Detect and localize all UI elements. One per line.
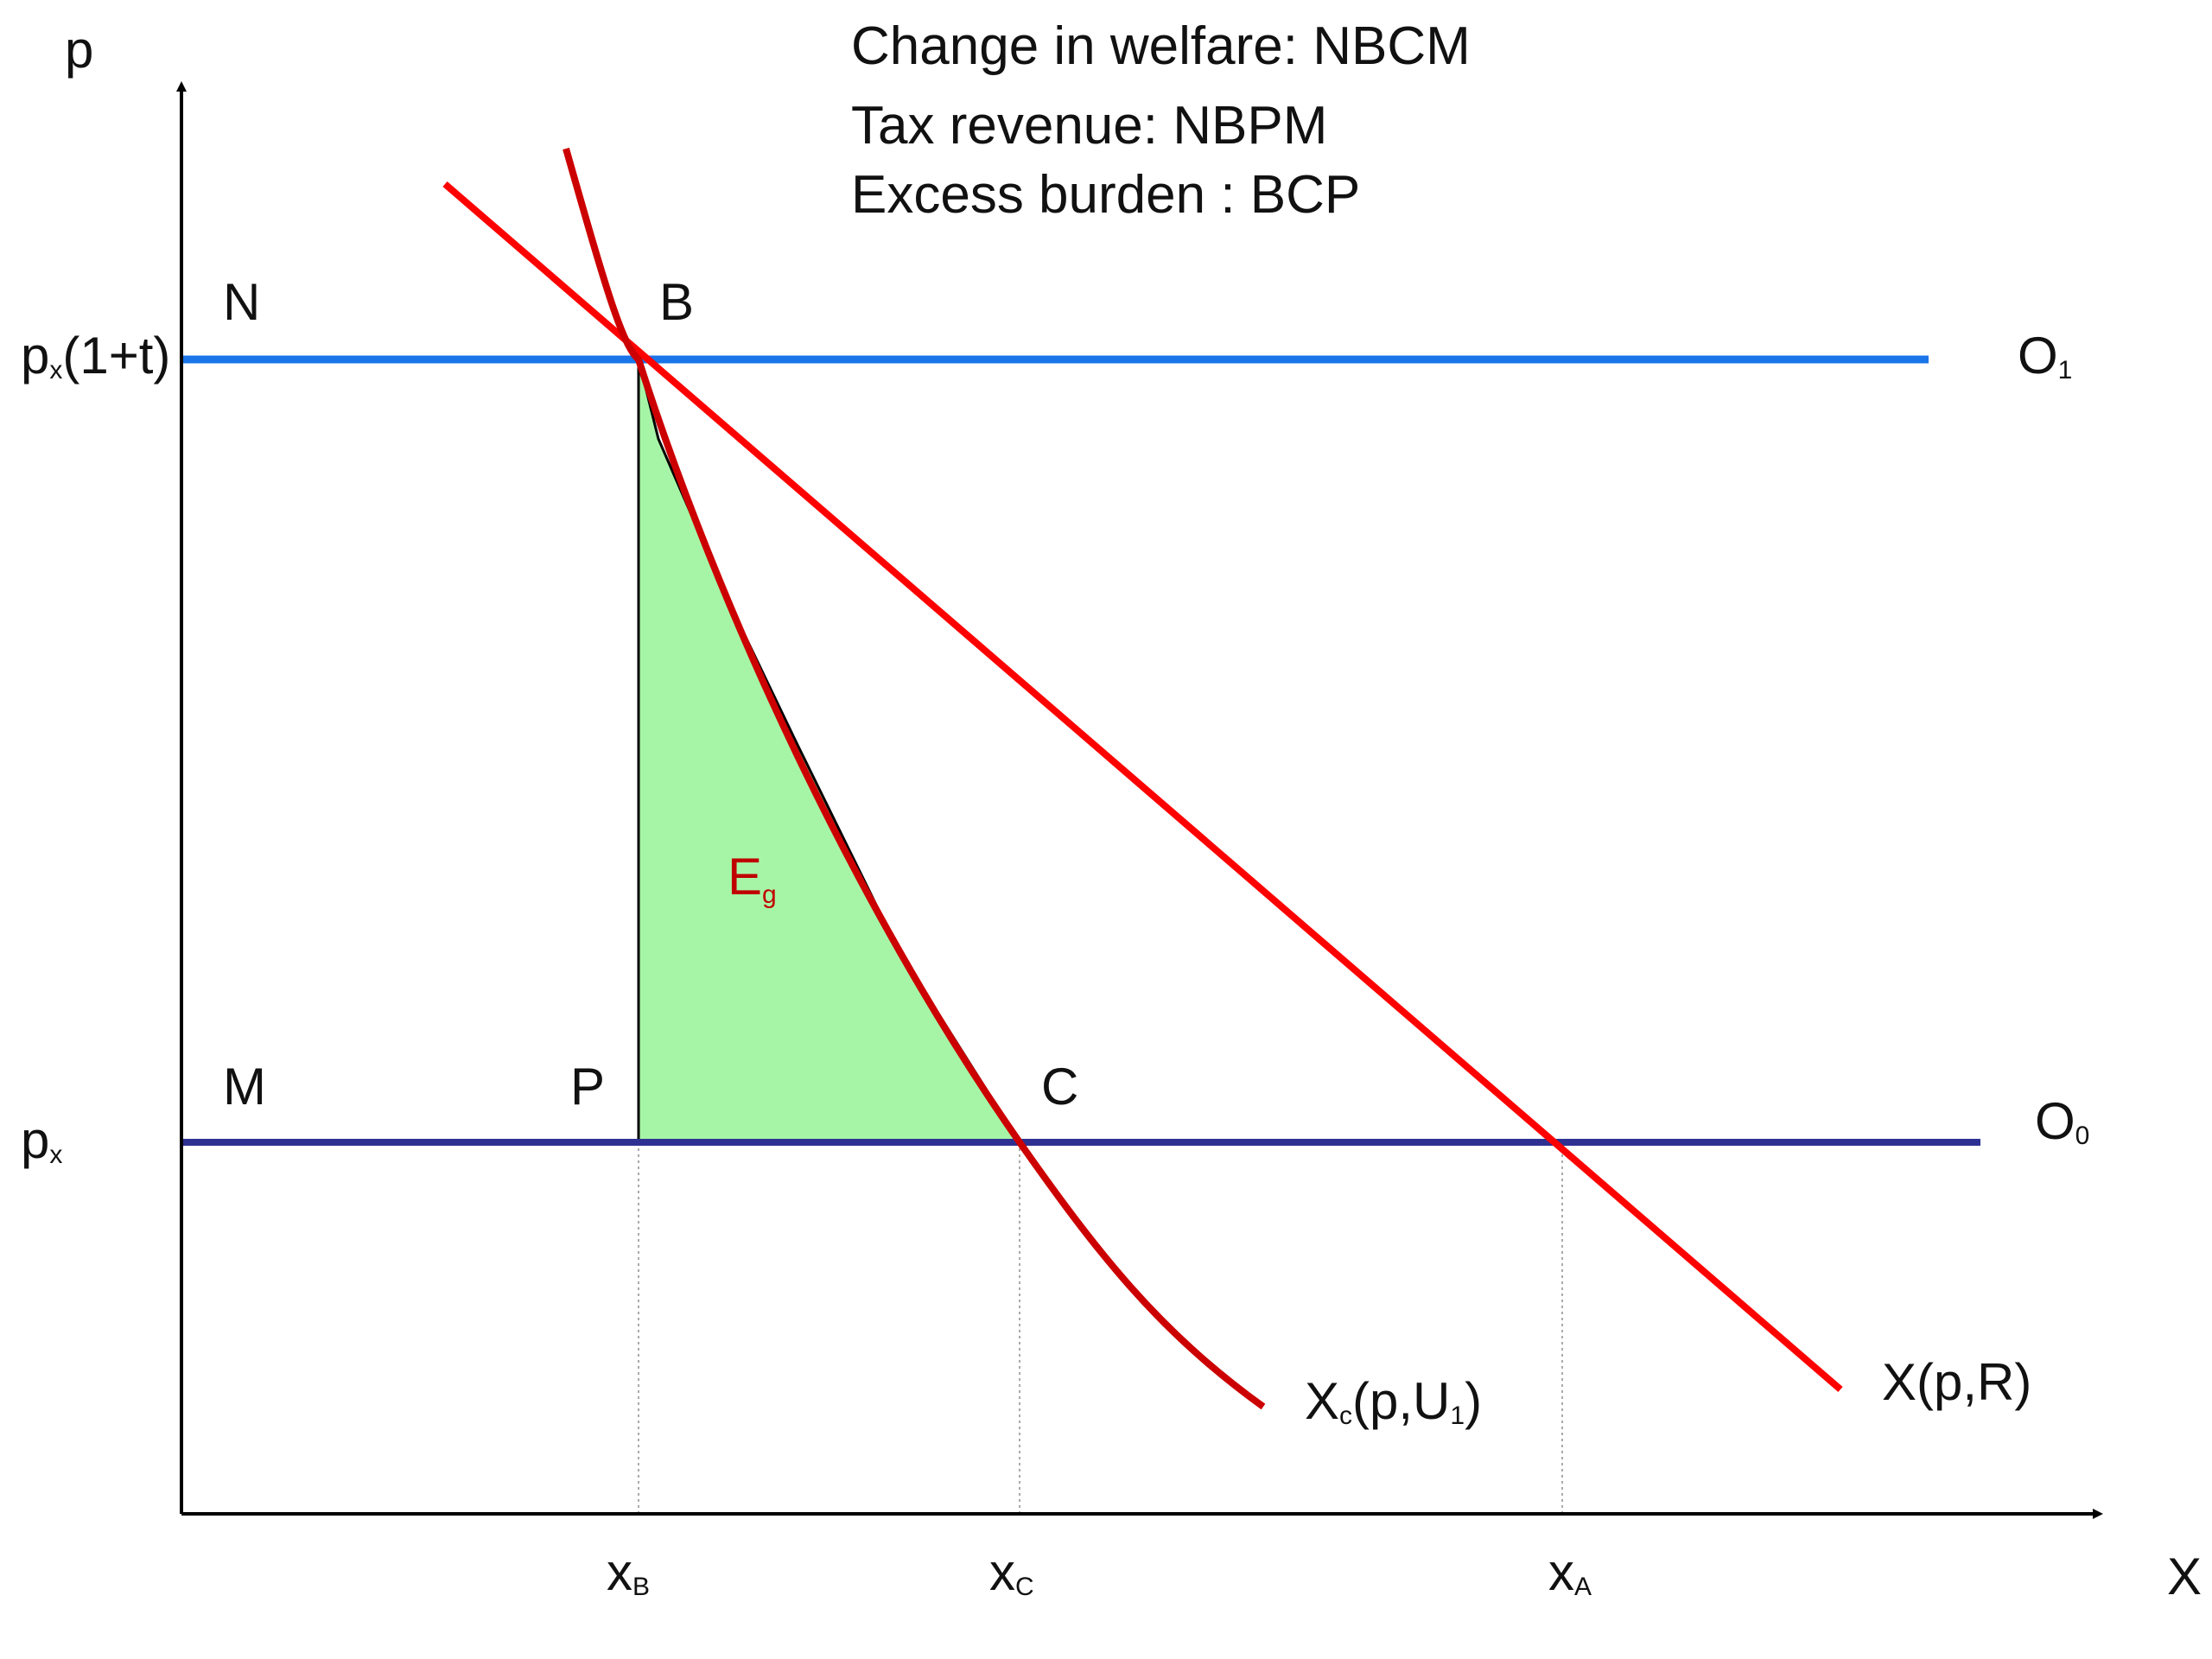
xc-label: xC	[989, 1543, 1034, 1601]
info-tax-revenue: Tax revenue: NBPM	[851, 96, 1327, 156]
info-change-in-welfare: Change in welfare: NBCM	[851, 16, 1471, 76]
x-axis-label: X	[2167, 1548, 2202, 1605]
excess-burden-region-label: Eg	[728, 848, 777, 909]
o0-label: O0	[2035, 1092, 2089, 1150]
xb-label: xB	[607, 1543, 650, 1601]
base-price-label: px	[21, 1111, 62, 1169]
point-n-label: N	[223, 273, 260, 331]
compensated-demand-curve	[563, 147, 1266, 1410]
point-m-label: M	[223, 1058, 266, 1116]
point-b-label: B	[659, 273, 694, 331]
point-c-label: C	[1041, 1058, 1078, 1116]
compensated-demand-label: Xc(p,U1)	[1305, 1372, 1482, 1430]
taxed-price-label: px(1+t)	[21, 327, 170, 385]
o1-label: O1	[2018, 327, 2072, 385]
ordinary-demand-curve	[442, 181, 1843, 1393]
y-axis-label: p	[65, 21, 93, 79]
xa-label: xA	[1548, 1543, 1592, 1601]
info-excess-burden: Excess burden : BCP	[851, 165, 1360, 225]
ordinary-demand-label: X(p,R)	[1882, 1353, 2031, 1411]
point-p-label: P	[570, 1058, 605, 1116]
excess-burden-area	[637, 359, 1022, 1144]
